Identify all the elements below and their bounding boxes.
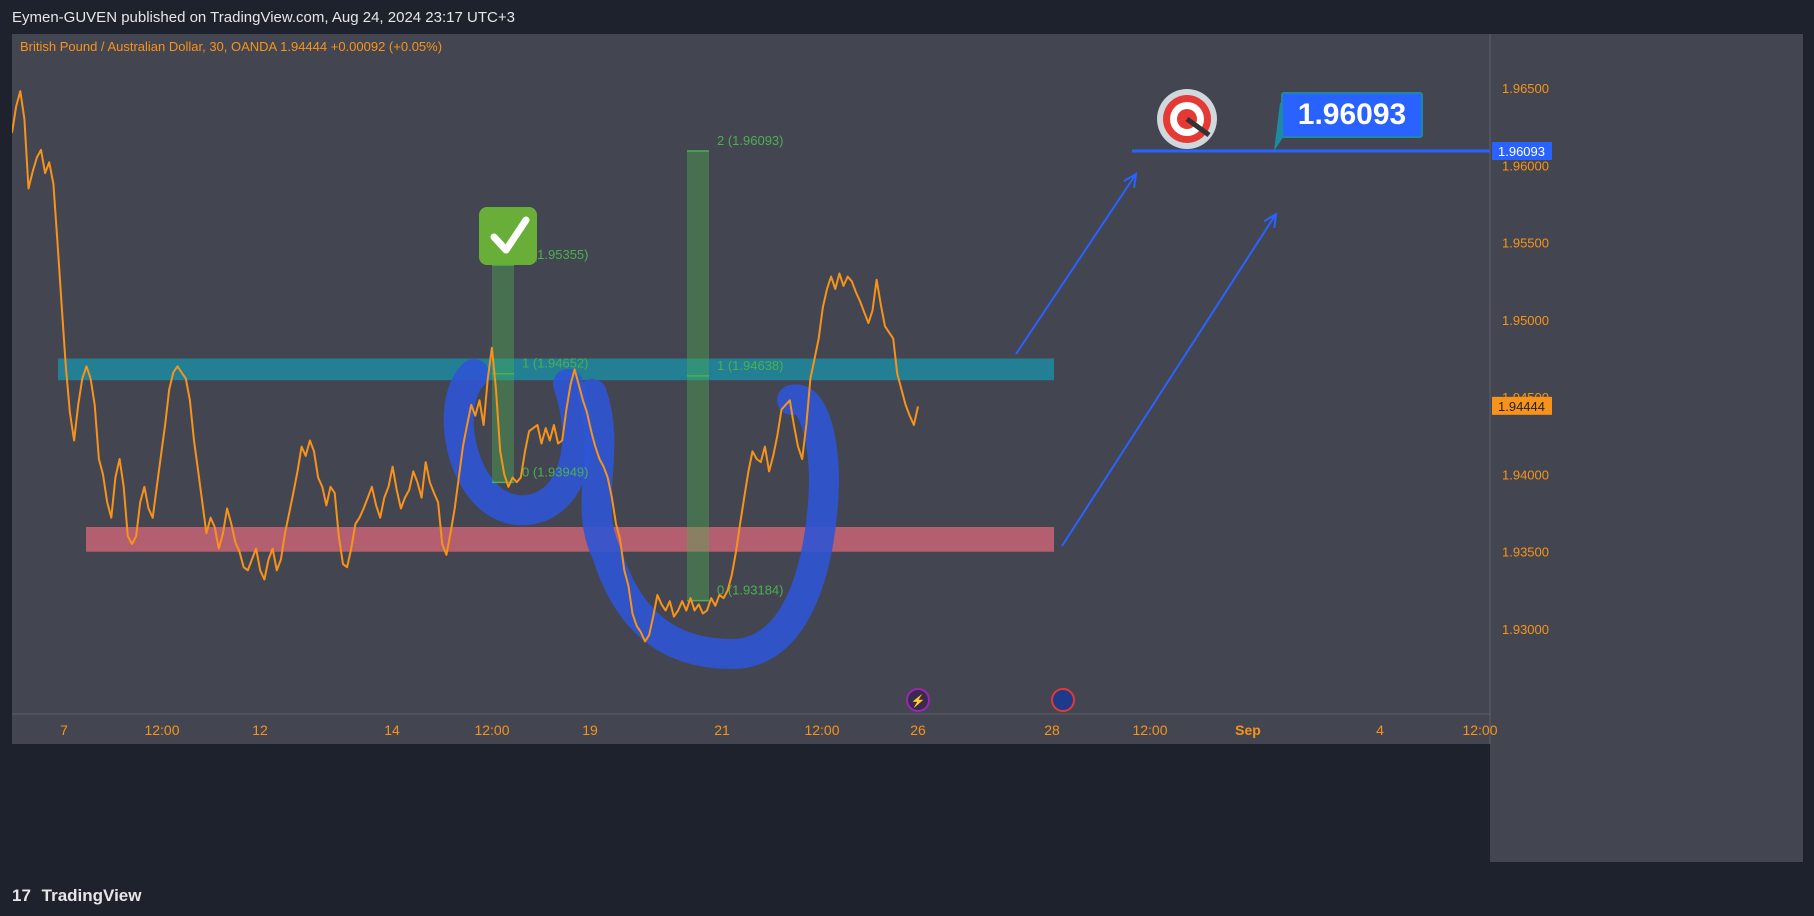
lightning-glyph: ⚡ (911, 694, 926, 708)
y-tick-label: 1.93000 (1502, 622, 1549, 637)
time-axis-background (12, 714, 1490, 744)
fib-level-label: 2 (1.95355) (522, 247, 589, 262)
y-tick-label: 1.93500 (1502, 545, 1549, 560)
tradingview-mark-icon: 17 (12, 886, 31, 905)
target-price-text: 1.96093 (1498, 144, 1545, 159)
support-zone (86, 527, 1054, 552)
checkmark-icon (479, 207, 537, 265)
price-chart[interactable]: 2 (1.95355) 1 (1.94652) 0 (1.93949) 2 (1.96… (12, 34, 1803, 862)
highlight-stroke-left (443, 359, 593, 526)
x-tick-label: 21 (714, 722, 730, 738)
y-tick-label: 1.95000 (1502, 313, 1549, 328)
target-price-badge (1492, 141, 1552, 160)
flag-event-icon (1051, 688, 1075, 712)
fib-level-label: 1 (1.94652) (522, 356, 589, 371)
x-tick-label: 12:00 (804, 722, 839, 738)
x-tick-label: 7 (60, 722, 68, 738)
resistance-zone (58, 358, 1054, 381)
x-tick-label: 4 (1376, 722, 1384, 738)
footer-bar: 17 TradingView (0, 866, 1814, 906)
x-tick-label: 19 (582, 722, 598, 738)
target-callout-text: 1.96093 (1298, 98, 1406, 131)
price-line (12, 90, 919, 643)
highlight-stroke-right (577, 379, 840, 670)
y-tick-label: 1.96000 (1502, 158, 1549, 173)
tradingview-logo[interactable]: 17 TradingView (12, 876, 141, 916)
x-tick-label: 12:00 (474, 722, 509, 738)
x-tick-label: 28 (1044, 722, 1060, 738)
checkmark-glyph (490, 216, 530, 254)
publisher-text: Eymen-GUVEN published on TradingView.com… (12, 9, 515, 26)
x-tick-label: 26 (910, 722, 926, 738)
projection-arrow-lower (1061, 213, 1277, 547)
y-tick-label: 1.95500 (1502, 236, 1549, 251)
projection-arrow-lower-head (1263, 212, 1278, 229)
x-tick-label: 12:00 (1462, 722, 1497, 738)
price-axis-background (1490, 34, 1803, 862)
chart-legend: British Pound / Australian Dollar, 30, O… (20, 39, 442, 54)
projection-arrow-upper (1015, 173, 1137, 355)
y-tick-label: 1.94000 (1502, 467, 1549, 482)
y-tick-label: 1.96500 (1502, 81, 1549, 96)
x-tick-label: 12:00 (144, 722, 179, 738)
x-tick-label: Sep (1235, 722, 1261, 738)
x-tick-label: 14 (384, 722, 400, 738)
fib-level-label: 0 (1.93949) (522, 464, 589, 479)
fib-level-label: 1 (1.94638) (717, 358, 784, 373)
x-tick-label: 12 (252, 722, 268, 738)
publisher-header: Eymen-GUVEN published on TradingView.com… (0, 0, 1814, 36)
dart-icon (1185, 116, 1211, 138)
lightning-event-icon (906, 688, 930, 712)
chart-area[interactable]: 2 (1.95355) 1 (1.94652) 0 (1.93949) 2 (1.96… (12, 34, 1803, 862)
fib-level-label: 2 (1.96093) (717, 133, 784, 148)
x-tick-label: 12:00 (1132, 722, 1167, 738)
projection-arrow-upper-head (1123, 172, 1138, 189)
fib-level-label: 0 (1.93184) (717, 583, 784, 598)
last-price-badge (1492, 396, 1552, 415)
last-price-text: 1.94444 (1498, 399, 1545, 414)
tradingview-brand-text: TradingView (41, 886, 142, 905)
target-callout-box (1281, 91, 1423, 138)
